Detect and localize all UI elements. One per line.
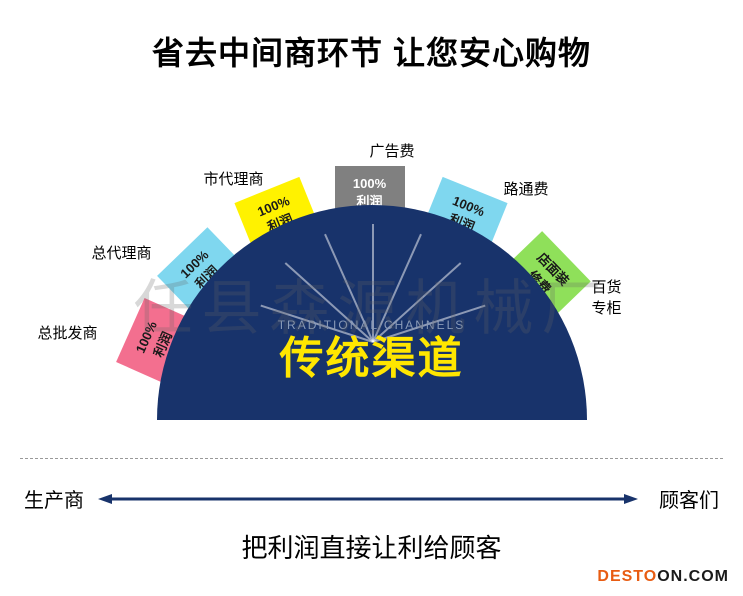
arrow-right-label: 顾客们 <box>659 484 719 513</box>
brand-logo: DESTOON.COM <box>597 568 729 586</box>
outer-label-1: 总代理商 <box>92 242 152 263</box>
outer-label-2: 市代理商 <box>204 168 264 189</box>
bottom-text: 把利润直接让利给顾客 <box>0 528 743 565</box>
divider-line <box>20 458 723 459</box>
outer-label-4: 路通费 <box>504 178 549 199</box>
brand-part1: DESTO <box>597 568 657 585</box>
semicircle <box>157 205 587 420</box>
center-title: 传统渠道 <box>280 322 464 386</box>
outer-label-3: 广告费 <box>370 140 415 161</box>
page-title: 省去中间商环节 让您安心购物 <box>0 0 743 74</box>
outer-label-0: 总批发商 <box>38 322 98 343</box>
outer-label-5: 百货专柜 <box>592 276 632 318</box>
arrow-left-label: 生产商 <box>24 484 84 513</box>
fan-diagram: 100%利润100%利润100%利润100%利润100%利润店面装修费 总批发商… <box>112 100 632 420</box>
brand-part2: ON.COM <box>657 568 729 585</box>
double-arrow-icon <box>98 494 638 504</box>
arrow-row: 生产商 顾客们 <box>0 478 743 518</box>
